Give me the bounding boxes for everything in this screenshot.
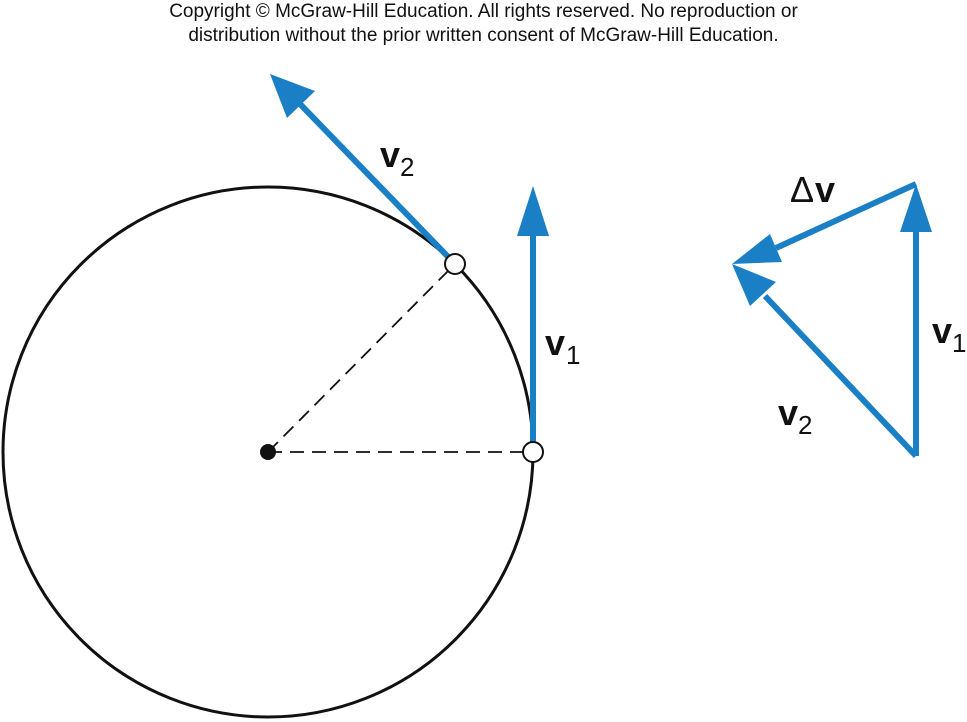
delta-v-arrowhead [732,234,782,264]
delta-v-label: v [815,169,835,210]
v2-arrowhead [270,74,315,118]
triangle-v2-arrowhead [732,264,776,306]
point-2-marker [444,253,466,275]
triangle-v2-label-subscript: 2 [798,410,812,440]
triangle-v1-label-subscript: 1 [952,328,966,358]
v1-label: v [545,322,565,363]
v1-label-subscript: 1 [566,340,580,370]
triangle-v2-label: v [778,392,798,433]
triangle-v2-arrow [762,293,919,459]
point-1-marker [522,441,544,463]
v1-arrowhead [517,186,549,236]
v2-arrow [297,101,458,267]
copyright-line-2: distribution without the prior written c… [188,25,779,46]
v2-label-subscript: 2 [400,152,414,182]
delta-symbol: Δ [790,169,814,210]
center-point [260,444,276,460]
triangle-v1-arrowhead [900,184,932,232]
triangle-v1-label: v [932,310,952,351]
delta-v-arrow [774,181,918,251]
radius-to-point-2 [267,263,456,453]
copyright-line-1: Copyright © McGraw-Hill Education. All r… [169,1,798,22]
v2-label: v [380,134,400,175]
copyright-notice: Copyright © McGraw-Hill Education. All r… [0,0,967,48]
